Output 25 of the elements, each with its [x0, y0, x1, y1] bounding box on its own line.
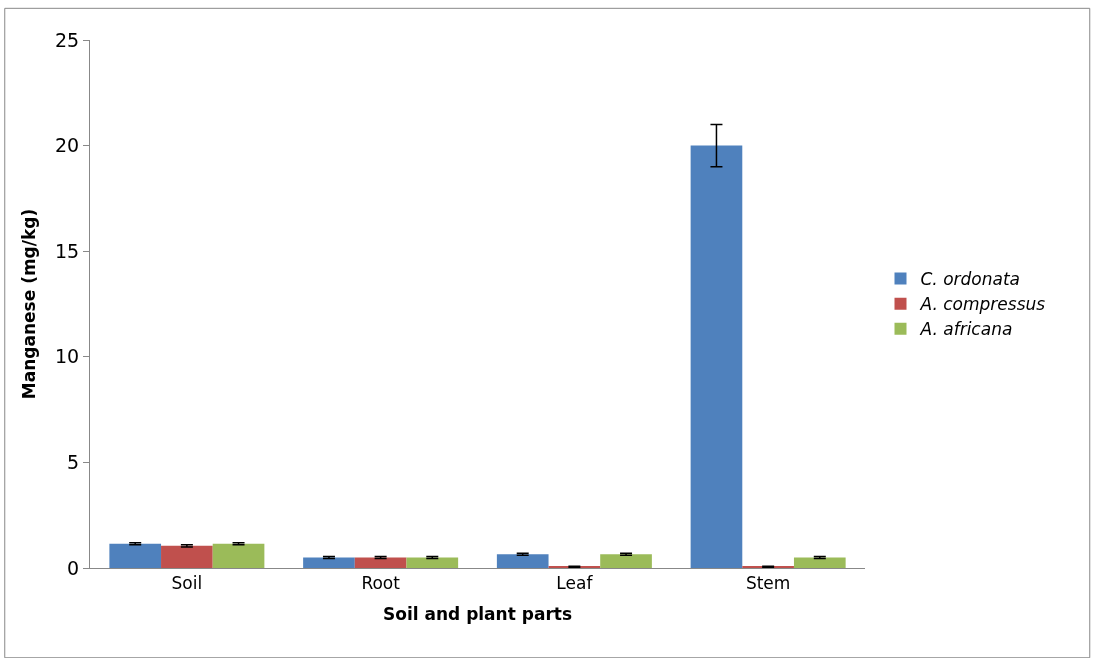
y-axis-title: Manganese (mg/kg) — [18, 208, 39, 400]
bar — [212, 543, 265, 568]
x-tick-label: Stem — [745, 573, 791, 594]
y-tick-label: 15 — [55, 239, 80, 262]
bar — [109, 543, 162, 568]
x-tick-label: Leaf — [556, 573, 594, 594]
y-tick-label: 10 — [55, 345, 80, 368]
bar — [303, 557, 355, 568]
bar — [600, 554, 652, 568]
y-tick-label: 5 — [67, 451, 80, 474]
bar — [793, 557, 846, 568]
x-tick-label: Root — [361, 573, 401, 594]
bar — [354, 557, 407, 568]
bar — [496, 554, 549, 568]
y-tick-label: 0 — [67, 556, 80, 579]
y-tick-label: 25 — [55, 28, 80, 51]
bar — [161, 545, 213, 568]
legend-label: C. ordonata — [920, 269, 1021, 290]
x-axis-title: Soil and plant parts — [382, 603, 573, 624]
y-tick-label: 20 — [55, 134, 80, 157]
legend-label: A. africana — [919, 319, 1013, 340]
bar — [406, 557, 459, 568]
legend-label: A. compressus — [919, 294, 1046, 315]
bar — [690, 145, 743, 568]
x-tick-label: Soil — [171, 573, 203, 594]
